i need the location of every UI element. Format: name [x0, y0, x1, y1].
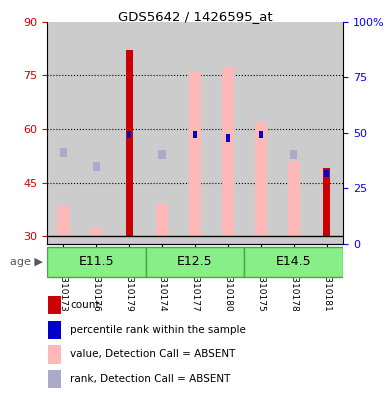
Text: age ▶: age ▶ — [10, 257, 43, 267]
Bar — [310, 22, 343, 244]
Bar — [222, 68, 234, 237]
Bar — [48, 321, 61, 339]
Text: rank, Detection Call = ABSENT: rank, Detection Call = ABSENT — [70, 374, 230, 384]
Bar — [245, 22, 277, 244]
Bar — [245, 247, 343, 277]
Bar — [145, 247, 245, 277]
Bar — [226, 134, 230, 141]
Text: value, Detection Call = ABSENT: value, Detection Call = ABSENT — [70, 349, 236, 359]
Text: E12.5: E12.5 — [177, 255, 213, 268]
Bar — [287, 161, 300, 237]
Bar — [259, 131, 263, 138]
Bar — [193, 131, 197, 138]
Bar — [189, 72, 201, 237]
Bar — [156, 204, 168, 237]
Bar — [80, 22, 113, 244]
Bar — [126, 50, 133, 237]
Bar — [127, 131, 131, 138]
Bar — [48, 370, 61, 388]
Bar — [255, 122, 267, 237]
Bar — [92, 162, 100, 171]
Bar — [60, 148, 67, 157]
Bar — [158, 150, 166, 159]
Bar — [57, 206, 69, 237]
Bar — [90, 228, 103, 237]
Bar — [324, 170, 329, 177]
Bar — [48, 296, 61, 314]
Bar — [211, 22, 245, 244]
Text: percentile rank within the sample: percentile rank within the sample — [70, 325, 246, 335]
Text: count: count — [70, 300, 100, 310]
Bar — [179, 22, 211, 244]
Bar — [323, 169, 330, 237]
Bar — [113, 22, 145, 244]
Bar — [48, 345, 61, 364]
Bar — [277, 22, 310, 244]
Bar — [47, 22, 80, 244]
Bar — [47, 247, 145, 277]
Text: E14.5: E14.5 — [276, 255, 312, 268]
Bar — [145, 22, 179, 244]
Text: GDS5642 / 1426595_at: GDS5642 / 1426595_at — [118, 10, 272, 23]
Bar — [290, 150, 298, 159]
Text: E11.5: E11.5 — [78, 255, 114, 268]
